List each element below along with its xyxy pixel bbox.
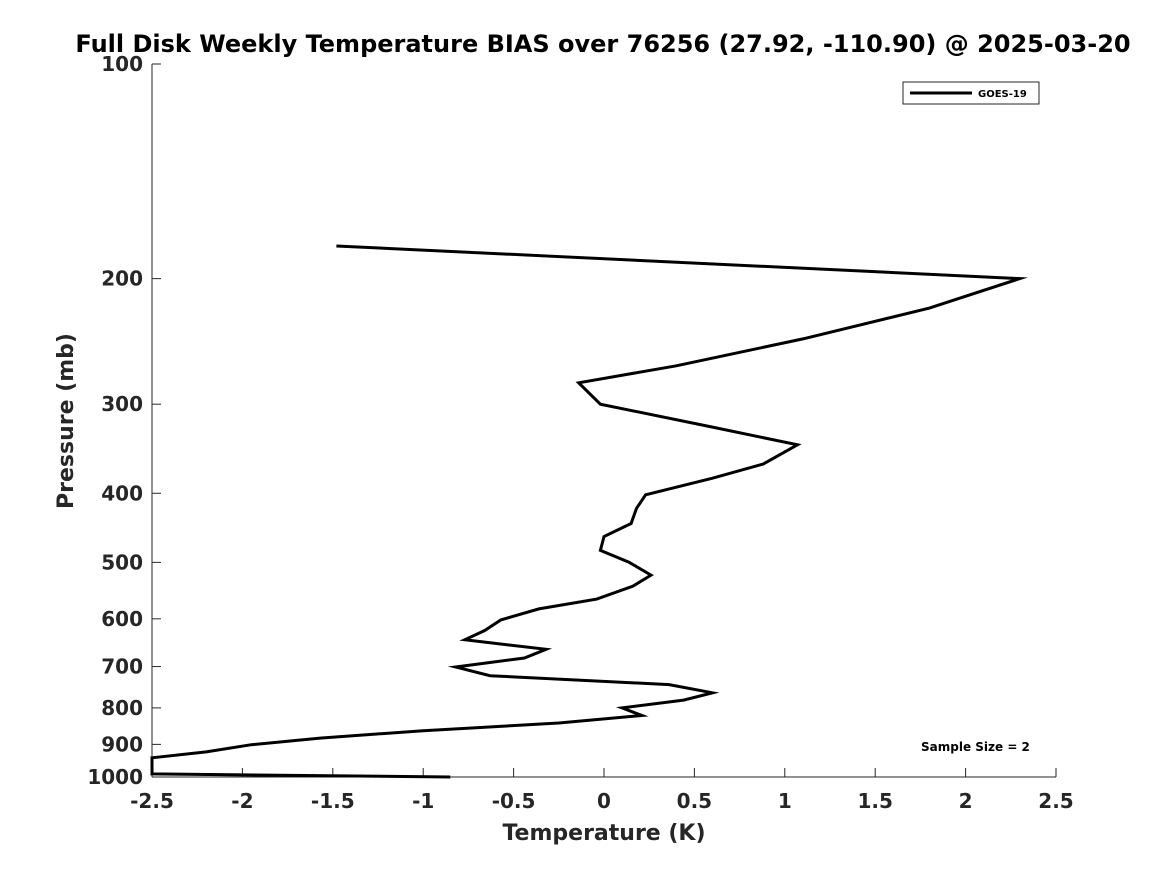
x-tick-label: -1.5 — [311, 789, 355, 813]
x-axis-title: Temperature (K) — [502, 821, 705, 846]
x-tick-label: 0 — [597, 789, 611, 813]
y-tick-label: 900 — [101, 732, 143, 756]
x-tick-label: -0.5 — [492, 789, 536, 813]
y-tick-label: 200 — [101, 267, 143, 291]
y-tick-label: 500 — [101, 550, 143, 574]
series-layer — [150, 244, 1029, 779]
y-tick-label: 300 — [101, 392, 143, 416]
y-axis-title: Pressure (mb) — [54, 333, 79, 509]
legend-label-goes-19: GOES-19 — [978, 89, 1027, 100]
x-tick-label: 1 — [778, 789, 792, 813]
x-tick-label: 1.5 — [857, 789, 892, 813]
y-tick-label: 600 — [101, 607, 143, 631]
chart-title: Full Disk Weekly Temperature BIAS over 7… — [75, 30, 1130, 58]
x-tick-label: -2 — [231, 789, 253, 813]
legend: GOES-19 — [902, 81, 1040, 105]
x-tick-label: 2.5 — [1038, 789, 1073, 813]
x-tick-label: -1 — [412, 789, 434, 813]
x-tick-label: 0.5 — [677, 789, 712, 813]
y-tick-label: 1000 — [87, 765, 143, 789]
y-tick-label: 700 — [101, 655, 143, 679]
sample-size-annotation: Sample Size = 2 — [921, 740, 1030, 754]
plot-axes — [151, 64, 1056, 778]
x-tick-label: -2.5 — [130, 789, 174, 813]
y-tick-label: 800 — [101, 696, 143, 720]
y-tick-label: 400 — [101, 481, 143, 505]
x-tick-label: 2 — [959, 789, 973, 813]
series-line-goes-19 — [150, 244, 1029, 779]
y-axis-ticks: 100 200 300 400 500 600 700 800 900 1000 — [87, 52, 161, 789]
y-tick-label: 100 — [101, 52, 143, 76]
x-axis-ticks: -2.5 -2 -1.5 -1 -0.5 0 0.5 1 1.5 2 2.5 — [130, 768, 1074, 813]
